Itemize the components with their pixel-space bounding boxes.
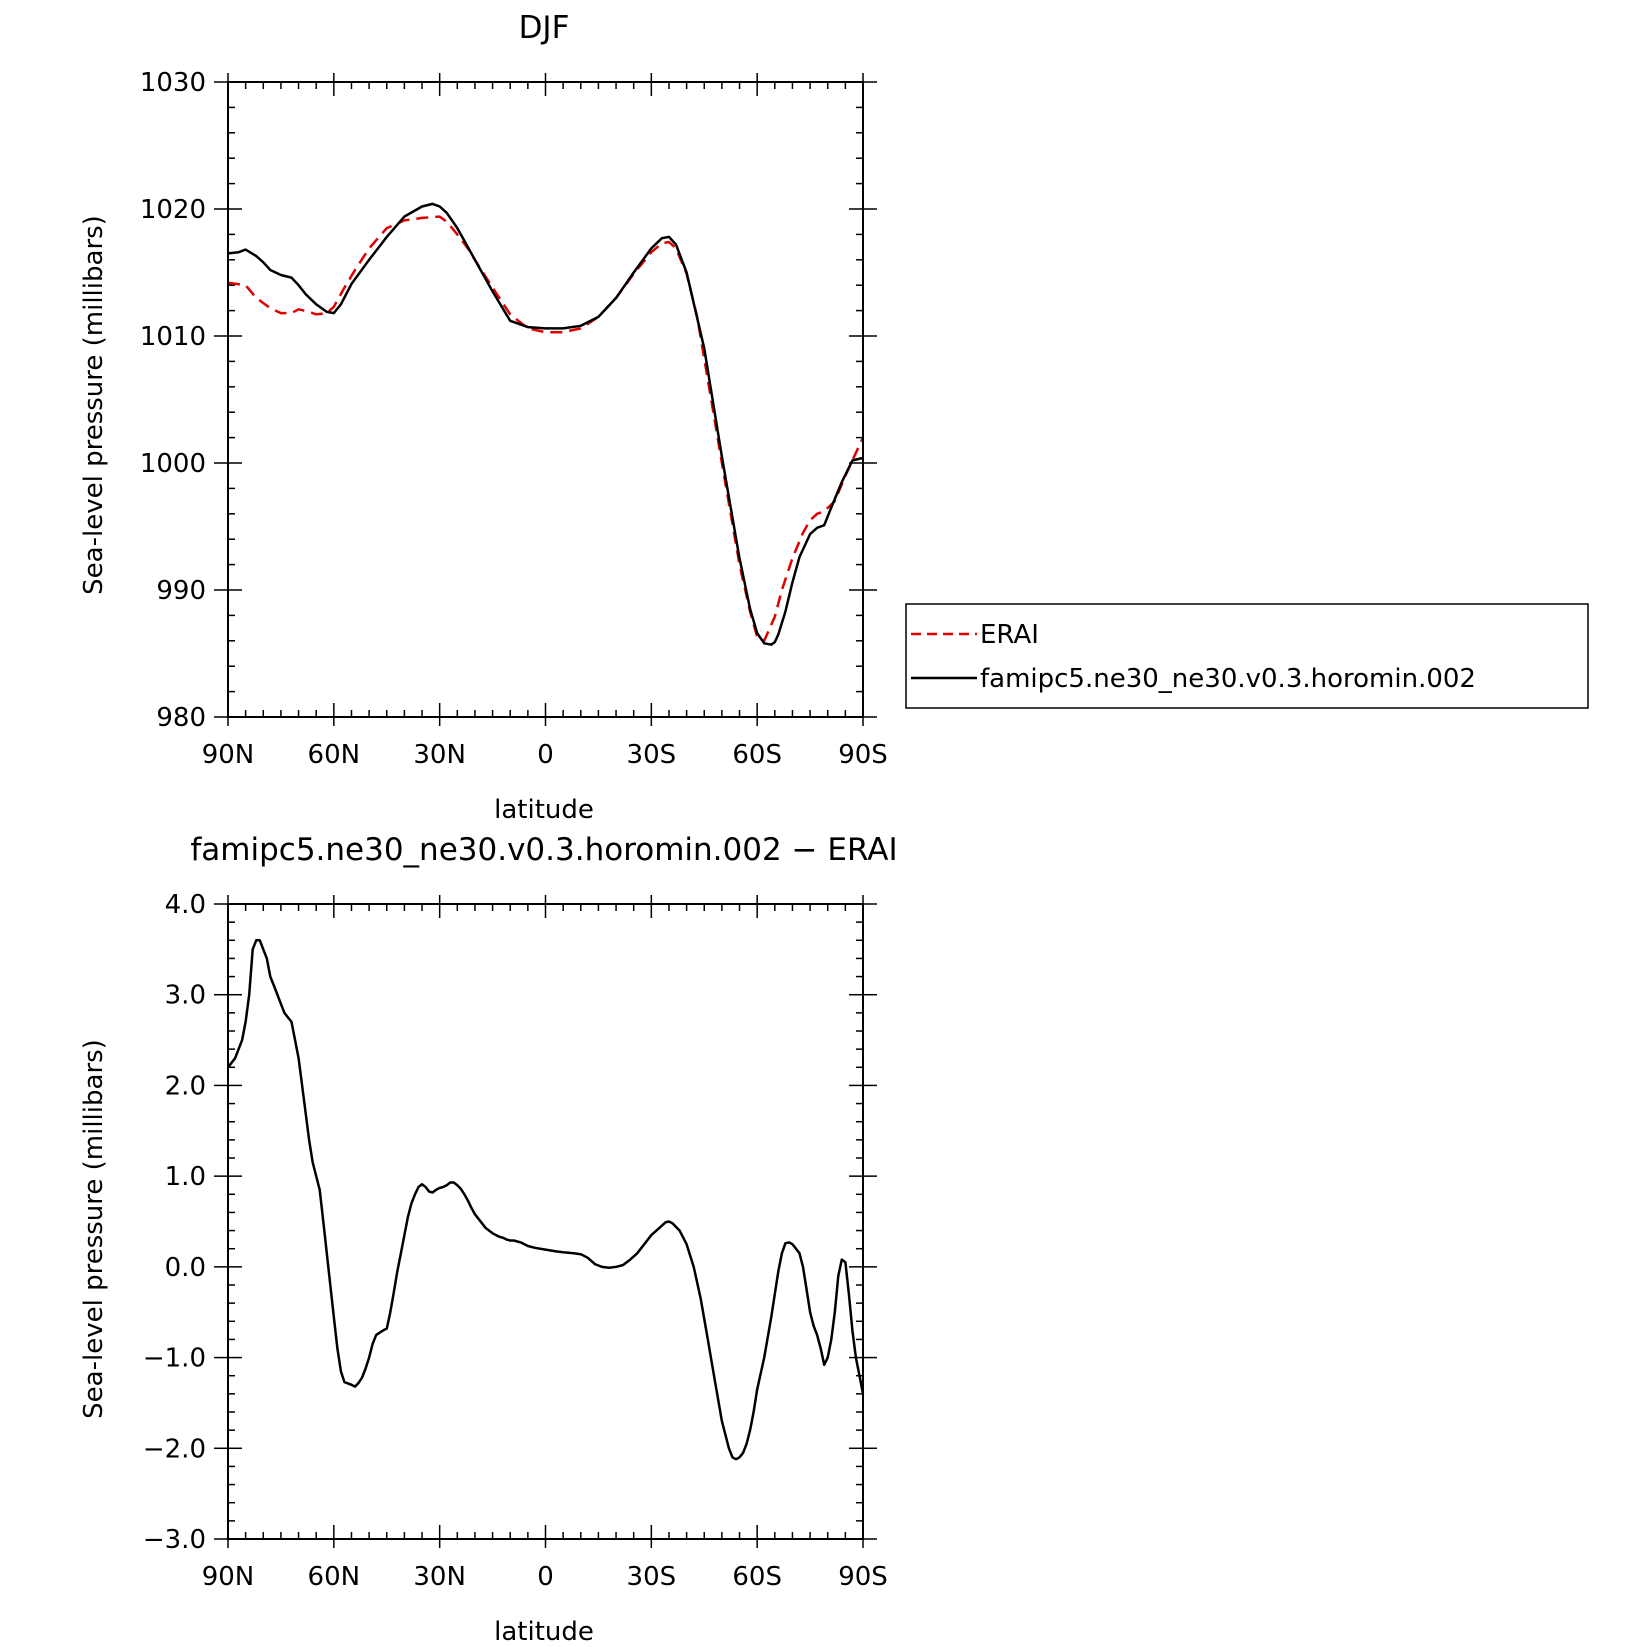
chart-panel-djf: DJF 90N 60N 30N 0 30S 60S 90S 980 990 1000 1010 10… (79, 10, 1589, 825)
x-tick-label: 90S (838, 1562, 888, 1592)
series-group (227, 202, 865, 646)
y-tick-label: 1000 (140, 449, 206, 479)
series-group (227, 939, 865, 1461)
y-tick-label: 980 (156, 703, 206, 733)
chart-panel-difference: famipc5.ne30_ne30.v0.3.horomin.002 − ERA… (79, 832, 898, 1647)
y-tick-label: 2.0 (165, 1071, 206, 1101)
chart-title: famipc5.ne30_ne30.v0.3.horomin.002 − ERA… (190, 832, 897, 868)
x-ticks: 90N 60N 30N 0 30S 60S 90S (202, 73, 888, 770)
y-tick-label: 1.0 (165, 1162, 206, 1192)
x-tick-label: 90N (202, 740, 255, 770)
plot-frame (227, 81, 864, 718)
x-axis-label: latitude (494, 1617, 594, 1647)
series-line-1 (227, 202, 864, 646)
x-tick-label: 30N (413, 740, 466, 770)
y-ticks: −3.0 −2.0 −1.0 0.0 1.0 2.0 3.0 4.0 (143, 890, 877, 1555)
x-tick-label: 90S (838, 740, 888, 770)
legend-label-model: famipc5.ne30_ne30.v0.3.horomin.002 (980, 664, 1476, 694)
y-axis-label: Sea-level pressure (millibars) (79, 215, 109, 595)
y-tick-label: 990 (156, 576, 206, 606)
legend: ERAI famipc5.ne30_ne30.v0.3.horomin.002 (905, 603, 1589, 709)
legend-box (905, 603, 1589, 709)
y-tick-label: −1.0 (143, 1344, 206, 1374)
y-tick-label: 0.0 (165, 1253, 206, 1283)
x-tick-label: 30N (413, 1562, 466, 1592)
x-tick-label: 30S (627, 1562, 677, 1592)
x-tick-label: 90N (202, 1562, 255, 1592)
series-line-0 (227, 215, 865, 643)
y-tick-label: 1010 (140, 322, 206, 352)
x-tick-label: 0 (537, 1562, 554, 1592)
x-tick-label: 60N (308, 740, 361, 770)
y-tick-label: 1030 (140, 68, 206, 98)
y-tick-label: −3.0 (143, 1525, 206, 1555)
x-tick-label: 60N (308, 1562, 361, 1592)
series-line-0 (227, 939, 865, 1461)
x-tick-label: 0 (537, 740, 554, 770)
y-tick-label: 1020 (140, 195, 206, 225)
chart-title: DJF (519, 10, 570, 46)
y-tick-label: 3.0 (165, 981, 206, 1011)
x-tick-label: 30S (627, 740, 677, 770)
y-tick-label: −2.0 (143, 1434, 206, 1464)
legend-label-erai: ERAI (980, 620, 1039, 650)
y-ticks: 980 990 1000 1010 1020 1030 (140, 68, 877, 733)
y-tick-label: 4.0 (165, 890, 206, 920)
x-axis-label: latitude (494, 795, 594, 825)
x-tick-label: 60S (732, 1562, 782, 1592)
x-tick-label: 60S (732, 740, 782, 770)
plot-frame (227, 903, 864, 1540)
y-axis-label: Sea-level pressure (millibars) (79, 1039, 109, 1419)
